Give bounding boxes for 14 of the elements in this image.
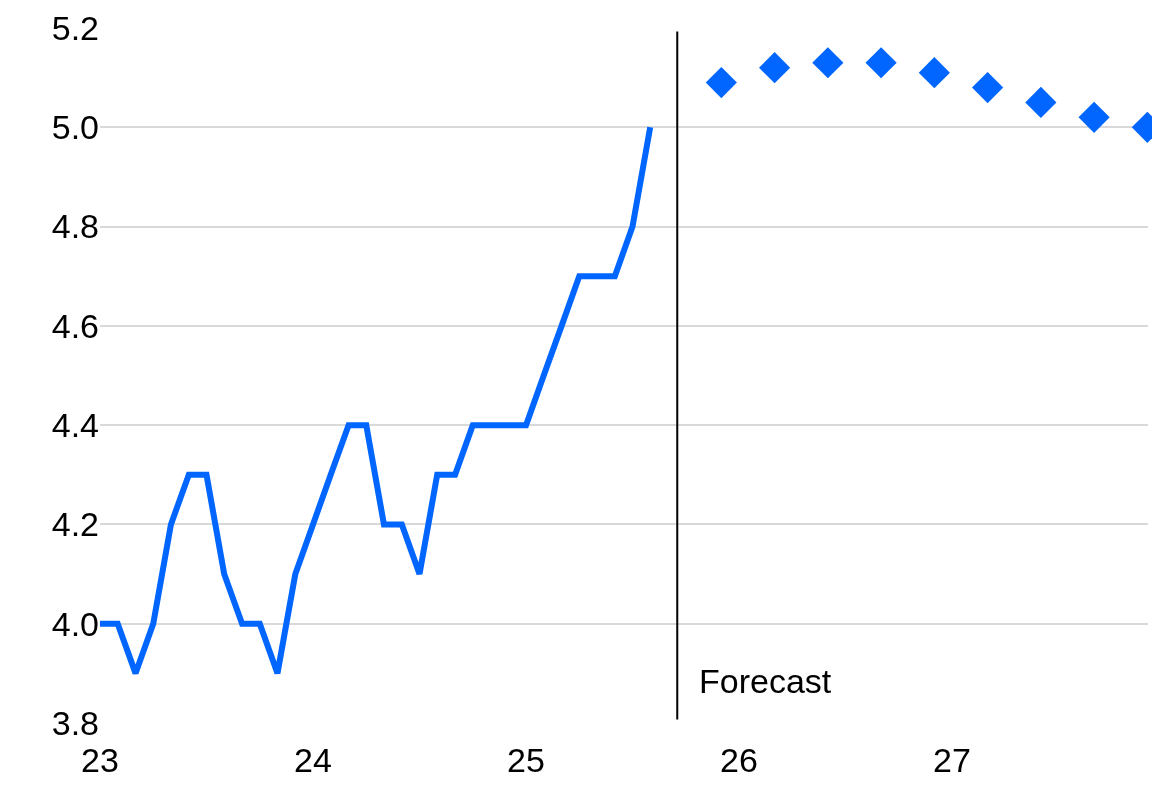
ref-line-label: Forecast: [699, 662, 832, 700]
y-tick-label: 4.2: [51, 505, 99, 544]
x-tick-label: 23: [81, 741, 119, 779]
y-tick-label: 5.2: [51, 8, 99, 47]
y-tick-label: 4.0: [51, 604, 99, 643]
x-tick-label: 26: [720, 741, 758, 779]
x-tick-label: 24: [294, 741, 332, 779]
x-tick-label: 27: [933, 741, 971, 779]
y-tick-label: 4.6: [51, 306, 99, 345]
y-tick-label: 4.4: [51, 406, 99, 445]
y-tick-label: 5.0: [51, 108, 99, 147]
y-tick-label: 3.8: [51, 703, 99, 742]
y-tick-label: 4.8: [51, 207, 99, 246]
x-tick-label: 25: [507, 741, 545, 779]
